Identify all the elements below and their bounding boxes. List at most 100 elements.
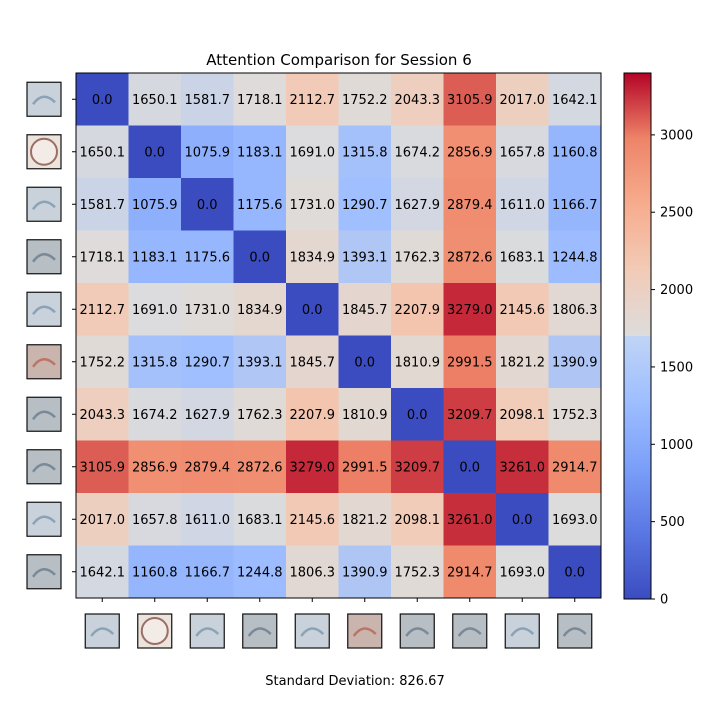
cell-value-label: 1183.1: [132, 250, 178, 265]
cell-value-label: 1834.9: [290, 250, 336, 265]
cell-value-label: 1718.1: [237, 93, 283, 108]
cell-value-label: 2207.9: [290, 408, 336, 423]
heatmap-cell: [286, 440, 339, 494]
cell-value-label: 3261.0: [500, 460, 546, 475]
heatmap-cell: [548, 283, 602, 336]
row-thumbnail-frame: [26, 291, 62, 327]
cell-value-label: 1642.1: [80, 565, 126, 580]
cell-value-label: 2098.1: [395, 513, 441, 528]
row-thumbnail: [27, 239, 61, 274]
cell-value-label: 1175.6: [185, 250, 231, 265]
cell-value-label: 1627.9: [185, 408, 231, 423]
heatmap-cell: [391, 493, 444, 546]
row-thumbnail-images: [26, 81, 62, 590]
cell-value-label: 0.0: [197, 198, 218, 213]
heatmap-cell: [233, 335, 287, 389]
cell-value-label: 1674.2: [132, 408, 178, 423]
cell-value-label: 1810.9: [342, 408, 388, 423]
cell-value-label: 1691.0: [132, 303, 178, 318]
heatmap-cell: [128, 493, 182, 546]
heatmap-cell: [233, 440, 287, 494]
heatmap-grid: [76, 73, 602, 599]
cell-value-label: 1693.0: [552, 513, 598, 528]
row-thumbnail-frame: [26, 239, 62, 275]
heatmap-cell: [443, 178, 497, 231]
cell-value-label: 0.0: [459, 460, 480, 475]
col-thumbnail-frame: [137, 613, 173, 649]
heatmap-cell: [233, 493, 287, 546]
heatmap-frame: [75, 72, 602, 599]
heatmap-cell: [496, 493, 549, 546]
heatmap-cell: [233, 388, 287, 441]
heatmap-cell: [496, 73, 549, 126]
heatmap-cell: [391, 230, 444, 284]
heatmap-cell: [443, 545, 497, 599]
colorbar-tick-label: 3000: [660, 128, 693, 143]
cell-value-label: 1752.2: [80, 355, 126, 370]
heatmap-cell: [391, 125, 444, 179]
cell-value-label: 2856.9: [132, 460, 178, 475]
col-thumbnail-detail: [405, 627, 430, 637]
cell-value-label: 2991.5: [447, 355, 493, 370]
cell-value-labels: 0.0 1650.1 1581.7 1718.1 2112.7 1752.2 2043.3 3…: [80, 93, 598, 581]
cell-value-label: 1650.1: [80, 145, 126, 160]
cell-value-label: 3209.7: [447, 408, 493, 423]
colorbar-tick-label: 1500: [660, 360, 693, 375]
row-thumbnail-detail: [31, 515, 56, 526]
heatmap-cell: [76, 125, 129, 179]
cell-value-label: 2879.4: [185, 460, 231, 475]
heatmap-cell: [181, 230, 234, 284]
heatmap-cell: [548, 335, 602, 389]
row-thumbnail-detail: [31, 568, 56, 578]
heatmap-cell: [286, 335, 339, 389]
row-thumbnail-frame: [26, 134, 62, 170]
colorbar-tick-label: 2000: [660, 283, 693, 298]
cell-value-label: 1183.1: [237, 145, 283, 160]
heatmap-cell: [338, 545, 392, 599]
row-thumbnail-frame: [26, 186, 62, 222]
cell-value-label: 1845.7: [290, 355, 336, 370]
heatmap-cell: [391, 73, 444, 126]
heatmap-cell: [338, 283, 392, 336]
cell-value-label: 2914.7: [447, 565, 493, 580]
cell-value-label: 1244.8: [237, 565, 283, 580]
cell-value-label: 1762.3: [395, 250, 441, 265]
heatmap-cell: [548, 178, 602, 231]
heatmap-cell: [76, 283, 129, 336]
cell-value-label: 2112.7: [290, 93, 336, 108]
cell-value-label: 1581.7: [80, 198, 126, 213]
heatmap-cell: [443, 73, 497, 126]
col-thumbnail-frame: [504, 613, 540, 649]
cell-value-label: 3279.0: [447, 303, 493, 318]
colorbar-tick-label: 500: [660, 515, 685, 530]
heatmap-cell: [443, 440, 497, 494]
row-thumbnail: [27, 397, 61, 432]
heatmap-cell: [443, 230, 497, 284]
heatmap-cell: [548, 125, 602, 179]
cell-value-label: 0.0: [144, 145, 165, 160]
cell-value-label: 0.0: [407, 408, 428, 423]
col-thumbnail: [242, 614, 277, 648]
heatmap-cell: [548, 493, 602, 546]
cell-value-label: 1752.3: [395, 565, 441, 580]
row-thumbnail-detail: [31, 253, 56, 263]
col-thumbnail-frame: [399, 613, 435, 649]
cell-value-label: 2017.0: [500, 93, 546, 108]
col-thumbnail: [452, 614, 487, 648]
cell-value-label: 0.0: [564, 565, 585, 580]
cell-value-label: 1731.0: [290, 198, 336, 213]
cell-value-label: 1762.3: [237, 408, 283, 423]
cell-value-label: 1290.7: [342, 198, 388, 213]
cell-value-label: 1845.7: [342, 303, 388, 318]
cell-value-label: 1315.8: [132, 355, 178, 370]
row-thumbnail: [27, 187, 61, 222]
cell-value-label: 1166.7: [185, 565, 231, 580]
cell-value-label: 1718.1: [80, 250, 126, 265]
cell-value-label: 1611.0: [500, 198, 546, 213]
heatmap-cell: [391, 440, 444, 494]
cell-value-label: 1821.2: [342, 513, 388, 528]
heatmap-cell: [76, 440, 129, 494]
heatmap-cell: [128, 545, 182, 599]
col-thumbnail-frame: [347, 613, 383, 649]
